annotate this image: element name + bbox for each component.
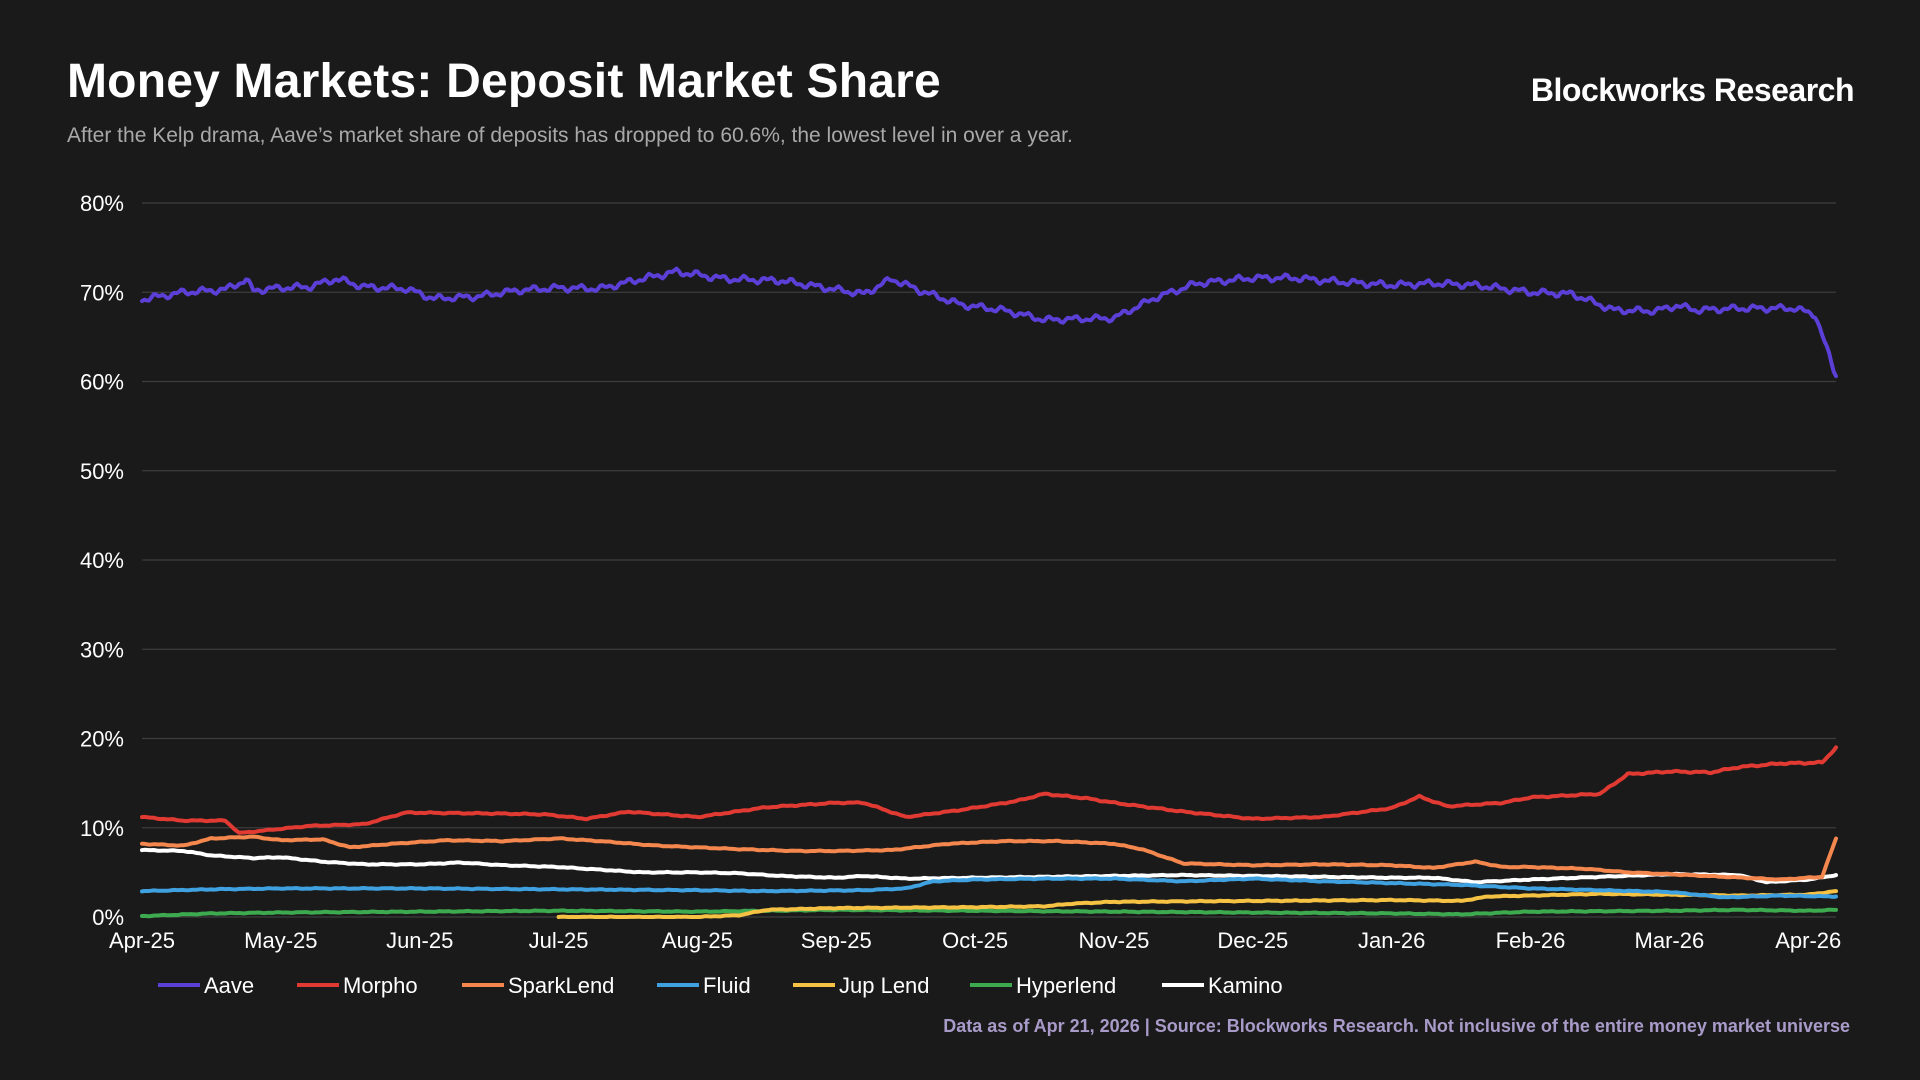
- series-line-aave: [140, 266, 1838, 379]
- legend-label: Jup Lend: [839, 973, 930, 998]
- legend-label: SparkLend: [508, 973, 614, 998]
- y-axis-ticks: 0% 10% 20% 30% 40% 50% 60% 70% 80%: [80, 191, 124, 930]
- x-tick-label: Dec-25: [1217, 928, 1288, 953]
- legend-label: Kamino: [1208, 973, 1283, 998]
- y-tick-label: 50%: [80, 459, 124, 484]
- legend-label: Hyperlend: [1016, 973, 1116, 998]
- series-line-sparklend: [140, 834, 1838, 882]
- y-tick-label: 0%: [92, 905, 124, 930]
- y-tick-label: 10%: [80, 816, 124, 841]
- x-tick-label: May-25: [244, 928, 317, 953]
- x-tick-label: Jul-25: [529, 928, 589, 953]
- y-tick-label: 20%: [80, 727, 124, 752]
- x-tick-label: Apr-26: [1775, 928, 1841, 953]
- x-tick-label: Aug-25: [662, 928, 733, 953]
- x-tick-label: Sep-25: [801, 928, 872, 953]
- x-tick-label: Apr-25: [109, 928, 175, 953]
- source-footnote: Data as of Apr 21, 2026 | Source: Blockw…: [943, 1016, 1850, 1036]
- legend: Aave Morpho SparkLend Fluid Jup Lend Hyperlen…: [158, 973, 1283, 998]
- legend-label: Fluid: [703, 973, 751, 998]
- y-tick-label: 40%: [80, 548, 124, 573]
- brand-logo-text: Blockworks Research: [1530, 72, 1855, 108]
- x-tick-label: Jan-26: [1358, 928, 1425, 953]
- x-tick-label: Oct-25: [942, 928, 1008, 953]
- x-tick-label: Mar-26: [1635, 928, 1705, 953]
- x-tick-label: Nov-25: [1079, 928, 1150, 953]
- chart-subtitle: After the Kelp drama, Aave’s market shar…: [67, 124, 1073, 147]
- series-lines: [140, 266, 1838, 919]
- series-line-jup-lend: [556, 889, 1838, 919]
- x-axis-ticks: Apr-25 May-25 Jun-25 Jul-25 Aug-25 Sep-25 Oct-…: [109, 928, 1841, 953]
- y-tick-label: 30%: [80, 637, 124, 662]
- x-tick-label: Feb-26: [1496, 928, 1566, 953]
- legend-label: Morpho: [343, 973, 418, 998]
- series-line-morpho: [140, 745, 1838, 835]
- series-line-hyperlend: [140, 907, 1838, 919]
- series-line-kamino: [140, 847, 1838, 885]
- y-tick-label: 60%: [80, 370, 124, 395]
- chart-title: Money Markets: Deposit Market Share: [67, 55, 941, 108]
- series-line-fluid: [140, 876, 1838, 900]
- legend-label: Aave: [204, 973, 254, 998]
- y-tick-label: 80%: [80, 191, 124, 216]
- y-tick-label: 70%: [80, 280, 124, 305]
- grid-lines: [142, 202, 1836, 918]
- x-tick-label: Jun-25: [386, 928, 453, 953]
